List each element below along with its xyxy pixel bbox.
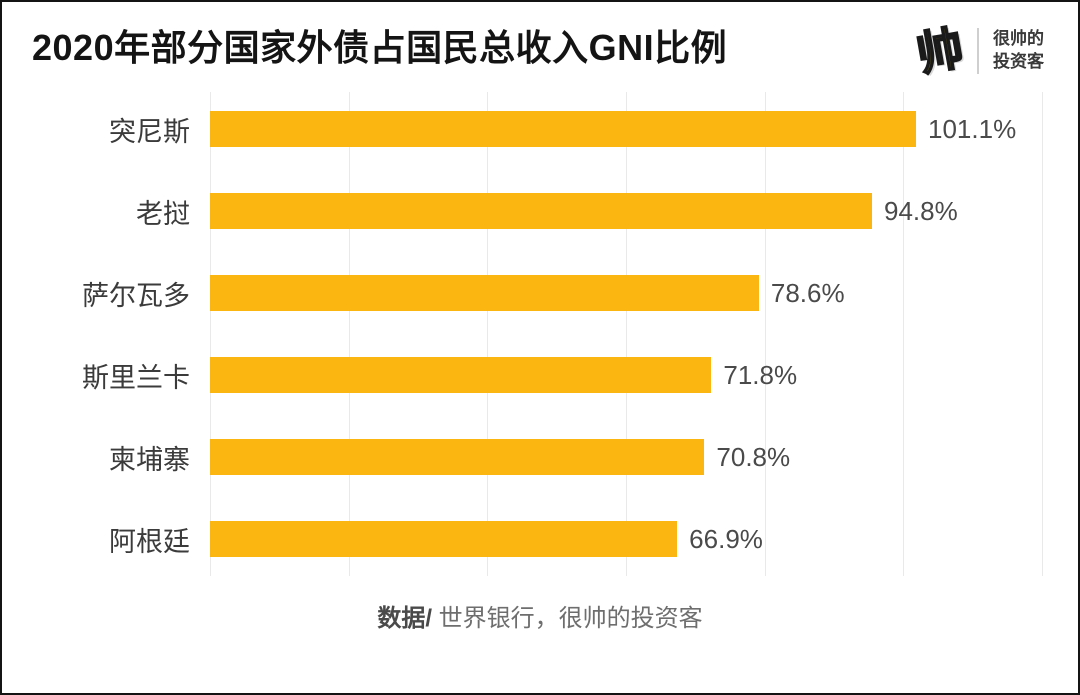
value-label: 94.8%	[884, 195, 958, 226]
bar	[210, 111, 916, 147]
gridline	[487, 92, 489, 576]
bar-row: 萨尔瓦多 78.6%	[32, 252, 1048, 334]
bar-track: 94.8%	[210, 170, 1048, 252]
bar	[210, 439, 705, 475]
bar	[210, 521, 678, 557]
header: 2020年部分国家外债占国民总收入GNI比例 帅 很帅的 投资客	[2, 2, 1078, 81]
category-label: 老挝	[136, 198, 190, 229]
gridline	[626, 92, 627, 576]
bar	[210, 357, 712, 393]
value-label: 101.1%	[928, 113, 1017, 144]
brand-name-line2: 投资客	[993, 52, 1044, 71]
gridline	[1042, 92, 1043, 576]
category-label: 斯里兰卡	[82, 362, 190, 393]
source-text: 世界银行，很帅的投资客	[432, 605, 703, 632]
value-label: 70.8%	[716, 441, 791, 472]
category-label: 阿根廷	[109, 526, 190, 557]
value-label: 66.9%	[689, 523, 763, 554]
bar-row: 柬埔寨 70.8%	[32, 416, 1048, 498]
bar-row: 突尼斯 101.1%	[32, 88, 1048, 170]
gridlines	[210, 92, 1043, 576]
category-label: 萨尔瓦多	[82, 280, 190, 311]
brand-logo: 帅 很帅的 投资客	[912, 20, 1044, 81]
category-label: 突尼斯	[109, 116, 190, 147]
gridline	[348, 92, 350, 576]
gridline	[210, 92, 211, 576]
logo-divider	[977, 28, 979, 74]
value-label: 71.8%	[723, 359, 798, 390]
brand-name: 很帅的 投资客	[993, 28, 1044, 74]
bar-track: 70.8%	[210, 416, 1048, 498]
source-prefix: 数据/	[377, 605, 432, 632]
bar-track: 101.1%	[210, 88, 1048, 170]
bar-track: 71.8%	[210, 334, 1048, 416]
category-label: 柬埔寨	[109, 444, 190, 475]
source-note: 数据/ 世界银行，很帅的投资客	[2, 598, 1078, 633]
gridline	[764, 92, 766, 576]
page-title: 2020年部分国家外债占国民总收入GNI比例	[32, 27, 728, 68]
bar-row: 老挝 94.8%	[32, 170, 1048, 252]
bar-row: 阿根廷 66.9%	[32, 498, 1048, 580]
value-label: 78.6%	[770, 277, 845, 308]
bar-row: 斯里兰卡 71.8%	[32, 334, 1048, 416]
bar	[210, 275, 759, 311]
brand-name-line1: 很帅的	[993, 29, 1044, 49]
bar-track: 78.6%	[210, 252, 1048, 334]
brand-logo-icon: 帅	[912, 20, 968, 81]
bar-chart: 突尼斯 101.1% 老挝 94.8% 萨尔瓦多 78.6% 斯里兰卡 71.8% 柬埔寨 70.…	[32, 88, 1048, 580]
bar	[210, 193, 873, 229]
bar-track: 66.9%	[210, 498, 1048, 580]
gridline	[903, 92, 905, 576]
